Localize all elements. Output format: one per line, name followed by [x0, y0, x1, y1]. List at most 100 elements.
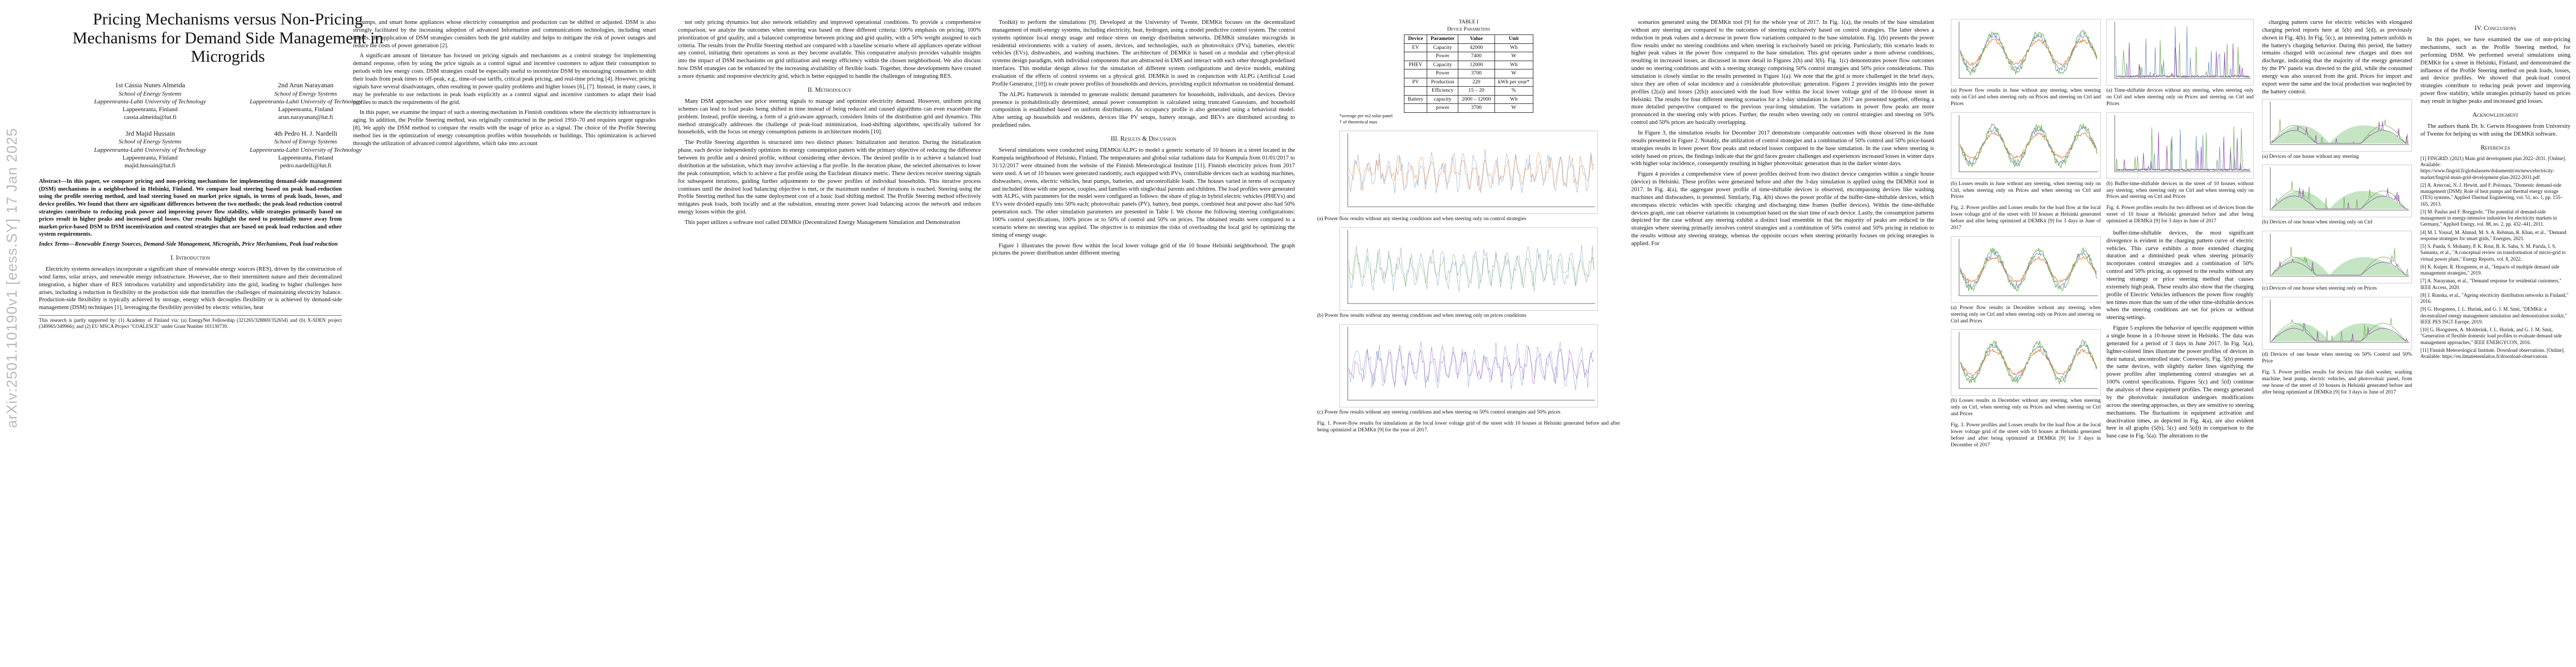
plot-series: [1960, 38, 2097, 67]
figure-graphic: [1959, 22, 2098, 79]
table-note: *average per m2 solar panel: [1339, 112, 1393, 118]
author-email: pedro.nardelli@lut.fi: [280, 162, 332, 170]
table-cell: [1404, 103, 1427, 113]
table-cell: 3700: [1458, 69, 1495, 78]
figure-graphic: [1959, 238, 2098, 296]
table-cell: 12000: [1458, 60, 1495, 70]
reference-item: [4] M. I. Yousaf, M. Ahmad, M. S. A. Reh…: [2420, 229, 2567, 241]
page-4: (a) Power flow results in June without a…: [1940, 0, 2576, 667]
plot-axes: [1959, 332, 2098, 389]
figure-graphic: [1959, 115, 2098, 172]
table-cell: power: [1426, 103, 1459, 113]
table-cell: W: [1494, 103, 1533, 113]
pv-area: [2271, 125, 2407, 143]
reference-item: [2] A. Arteconi, N. J. Hewitt, and F. Po…: [2420, 182, 2563, 207]
plot-axes: [2270, 167, 2409, 211]
table-cell: 3700: [1458, 103, 1495, 113]
plot-axes: [2114, 115, 2251, 172]
paragraph: Electricity systems nowadays incorporate…: [39, 266, 342, 311]
section-heading: References: [2480, 144, 2510, 151]
plot-series: [1960, 123, 2097, 169]
p4-col-left: (a) Power flow results in June without a…: [1951, 19, 2101, 659]
figure-graphic: [2270, 233, 2409, 277]
figure-caption: (b) Power flow results without any steer…: [1317, 313, 1527, 319]
table-cell: Efficiency: [1426, 86, 1459, 96]
abstract: Abstract—In this paper, we compare prici…: [39, 178, 342, 238]
plot-series: [1960, 251, 2097, 289]
page-3: TABLE I Device Parameters Device Paramet…: [1301, 0, 1940, 667]
author-university: Lappeenranta-Lahti University of Technol…: [250, 146, 362, 153]
figure-5d-plot: [2262, 297, 2412, 350]
table-row: Battery capacity 2000 – 12000 Wh: [1404, 94, 1533, 104]
paragraph: The ALPG framework is intended to genera…: [992, 91, 1295, 129]
paragraph: charging pattern curve for electric vehi…: [2262, 19, 2412, 95]
reference-item: [1] FINGRID. (2021) Main grid developmen…: [2420, 155, 2567, 180]
plot-series: [2115, 132, 2250, 171]
plot-series: [2271, 188, 2408, 210]
table-cell: Wh: [1494, 94, 1533, 104]
figure-graphic: [2114, 22, 2251, 79]
author-affiliation: School of Energy Systems: [274, 90, 337, 97]
figure-caption: (b) Devices of one house when steering o…: [2262, 220, 2373, 226]
figure-graphic: [2270, 101, 2409, 145]
author-email: majid.hussain@lut.fi: [124, 162, 176, 170]
pv-area: [2271, 257, 2407, 276]
author-name: 2nd Arun Narayanan: [278, 81, 333, 89]
table-row: power 3700 W: [1404, 103, 1533, 113]
p3-col-right: scenarios generated using the DEMKit too…: [1631, 19, 1934, 659]
reference-item: [5] S. Panda, S. Mohanty, P. K. Rout, B.…: [2420, 243, 2566, 262]
figure-graphic: [2270, 300, 2409, 343]
table-cell: 2000 – 12000: [1458, 94, 1495, 104]
section-heading: I. Introduction: [170, 254, 211, 261]
figure-caption: (b) Losses results in June without any s…: [1951, 181, 2101, 200]
table-caption: Device Parameters: [1447, 26, 1491, 32]
figure-caption: (d) Devices of one house when steering o…: [2262, 352, 2412, 365]
p1-col-left: Abstract—In this paper, we compare prici…: [39, 178, 342, 659]
pv-area: [2271, 191, 2407, 210]
table-cell: Wh: [1494, 43, 1533, 53]
table-row: Efficiency 15 – 20%: [1404, 86, 1533, 96]
table-cell: %: [1494, 86, 1533, 96]
plot-series: [2115, 42, 2250, 78]
reference-item: [11] Finnish Meteorological Institute. D…: [2420, 347, 2565, 360]
plot-axes: [1347, 230, 1595, 304]
table-cell: Capacity: [1426, 43, 1459, 53]
plot-series: [1348, 245, 1595, 292]
table-row: PV Production 220 kWh per year*: [1404, 77, 1533, 87]
table-note: † of theoretical max: [1339, 119, 1378, 125]
arxiv-stamp: arXiv:2501.10190v1 [eess.SY] 17 Jan 2025: [3, 50, 20, 439]
table-cell: 15 – 20: [1458, 86, 1495, 96]
page-2: not only pricing dynamics but also netwo…: [661, 0, 1301, 667]
p1-col-right: pumps, and smart home appliances whose e…: [353, 19, 656, 659]
author-4: 4th Pedro H. J. Nardelli School of Energ…: [228, 130, 383, 170]
author-university: Lappeenranta-Lahti University of Technol…: [94, 98, 206, 105]
paragraph: In this paper, we examine the impact of …: [353, 109, 656, 147]
table-cell: Wh: [1494, 60, 1533, 70]
reference-list: [1] FINGRID. (2021) Main grid developmen…: [2420, 156, 2570, 360]
table-header: Unit: [1494, 34, 1533, 44]
paragraph: This paper utilizes a software tool call…: [685, 219, 960, 226]
author-email: cassia.almeida@lut.fi: [123, 114, 177, 121]
figure-caption-main: Fig. 5. Power profiles results for devic…: [2262, 369, 2412, 395]
author-affiliation: School of Energy Systems: [274, 138, 337, 146]
table-row: Power 7400 W: [1404, 52, 1533, 61]
p2-col-mid: Toolkit) to perform the simulations [9].…: [992, 19, 1295, 659]
reference-item: [7] A. Narayanan, et al., "Demand respon…: [2420, 278, 2562, 290]
table-cell: W: [1494, 69, 1533, 78]
author-city: Lappeenranta, Finland: [278, 106, 333, 113]
table-row: Power 3700 W: [1404, 69, 1533, 78]
p2-col-left: not only pricing dynamics but also netwo…: [678, 19, 981, 659]
plot-axes: [2270, 101, 2409, 145]
plot-series: [1960, 131, 2097, 159]
paragraph: A significant amount of literature has f…: [353, 53, 656, 106]
paragraph: Figure 4 provides a comprehensive view o…: [1631, 171, 1934, 247]
section-heading: III. Results & Discussion: [1110, 136, 1177, 143]
figure-caption: (a) Power flow results without any steer…: [1317, 216, 1527, 222]
index-terms: Index Terms—Renewable Energy Sources, De…: [39, 241, 338, 248]
figure-caption: (b) Buffer-time-shiftable devices in the…: [2106, 181, 2254, 200]
paragraph: Several simulations were conducted using…: [992, 147, 1295, 238]
figure-5b-plot: [2262, 165, 2412, 218]
author-name: 4th Pedro H. J. Nardelli: [274, 129, 337, 137]
page-1: Pricing Mechanisms versus Non-Pricing Me…: [22, 0, 661, 667]
figure-caption-main: Fig. 4. Power profiles results for two d…: [2106, 205, 2254, 224]
